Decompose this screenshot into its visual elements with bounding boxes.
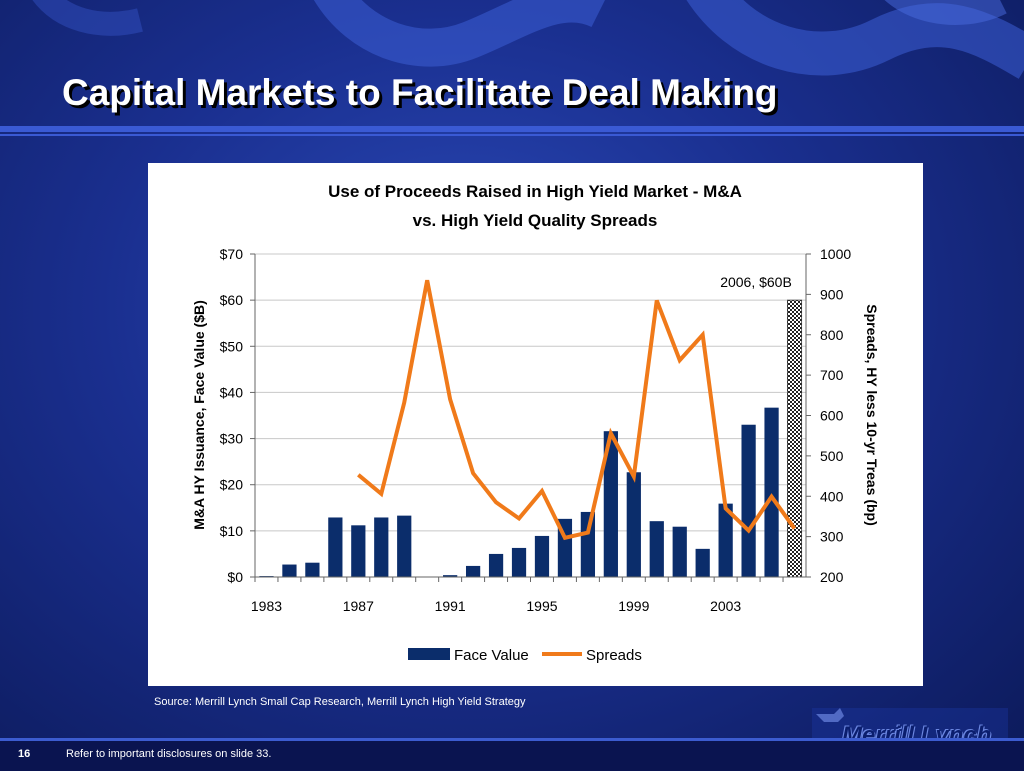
bar-1998 (603, 431, 618, 577)
y2-tick-label: 800 (820, 327, 844, 343)
background-swirl-decoration (32, 0, 1024, 79)
y-tick-label: $20 (220, 477, 244, 493)
bar-2001 (672, 526, 687, 577)
chart-title-line1: Use of Proceeds Raised in High Yield Mar… (328, 182, 742, 201)
line-series-spreads (357, 279, 797, 541)
bar-1995 (534, 535, 550, 577)
legend-swatch-face-value (408, 648, 450, 660)
y2-axis-label: Spreads, HY less 10-yr Treas (bp) (864, 304, 880, 526)
y2-tick-label: 500 (820, 448, 844, 464)
x-tick-label: 1983 (251, 598, 282, 614)
bar-2000 (649, 521, 664, 577)
bar-2006 (787, 299, 803, 578)
title-divider-thin (0, 134, 1024, 136)
chart-annotation: 2006, $60B (720, 274, 792, 290)
title-divider (0, 126, 1024, 132)
bar-2004 (741, 424, 756, 577)
y-tick-label: $0 (227, 569, 243, 585)
y2-tick-label: 900 (820, 286, 844, 302)
gridlines (255, 253, 806, 532)
y2-tick-label: 700 (820, 367, 844, 383)
y-tick-label: $30 (220, 431, 244, 447)
y-axis-label: M&A HY Issuance, Face Value ($B) (191, 300, 207, 530)
y2-tick-label: 300 (820, 529, 844, 545)
x-tick-label: 1991 (435, 598, 466, 614)
chart-title-line2: vs. High Yield Quality Spreads (413, 211, 658, 230)
y-tick-label: $50 (220, 338, 244, 354)
bar-1987 (351, 525, 366, 577)
bar-1993 (488, 553, 504, 577)
chart-svg: Use of Proceeds Raised in High Yield Mar… (191, 182, 880, 664)
x-tick-label: 1987 (343, 598, 374, 614)
legend-label-face-value: Face Value (454, 647, 529, 664)
bar-1989 (397, 515, 412, 577)
bar-1992 (465, 565, 481, 577)
slide-number: 16 (18, 748, 31, 760)
y-tick-label: $60 (220, 292, 244, 308)
bar-2005 (764, 407, 779, 577)
y-tick-label: $10 (220, 523, 244, 539)
bar-1984 (282, 564, 297, 577)
slide-title: Capital Markets to Facilitate Deal Makin… (62, 72, 778, 113)
footer-bar (0, 738, 1024, 771)
chart-panel: Use of Proceeds Raised in High Yield Mar… (148, 163, 923, 686)
bar-1994 (511, 547, 527, 577)
spreads-line (357, 279, 797, 541)
y-tick-label: $40 (220, 384, 244, 400)
x-tick-label: 1995 (526, 598, 557, 614)
y2-tick-label: 600 (820, 408, 844, 424)
x-tick-label: 2003 (710, 598, 741, 614)
chart-axes: $0 $10 $20 $30 $40 $50 $60 $70 200 300 400 500 600 70… (220, 246, 852, 614)
bar-1991 (443, 575, 458, 577)
bar-2003 (718, 503, 733, 577)
legend-label-spreads: Spreads (586, 647, 642, 664)
y2-tick-label: 200 (820, 569, 844, 585)
y2-tick-label: 1000 (820, 246, 851, 262)
x-tick-label: 1999 (618, 598, 649, 614)
source-note: Source: Merrill Lynch Small Cap Research… (154, 696, 526, 708)
bar-series-face-value (259, 299, 803, 578)
bar-1999 (626, 472, 641, 577)
chart-legend: Face Value Spreads (408, 647, 642, 664)
disclaimer-text: Refer to important disclosures on slide … (66, 748, 272, 760)
bar-1997 (580, 511, 596, 577)
bar-1986 (328, 517, 343, 577)
bar-1988 (374, 517, 389, 577)
bar-1985 (305, 562, 320, 577)
bar-2002 (695, 548, 710, 577)
y-tick-label: $70 (220, 246, 244, 262)
y2-tick-label: 400 (820, 488, 844, 504)
